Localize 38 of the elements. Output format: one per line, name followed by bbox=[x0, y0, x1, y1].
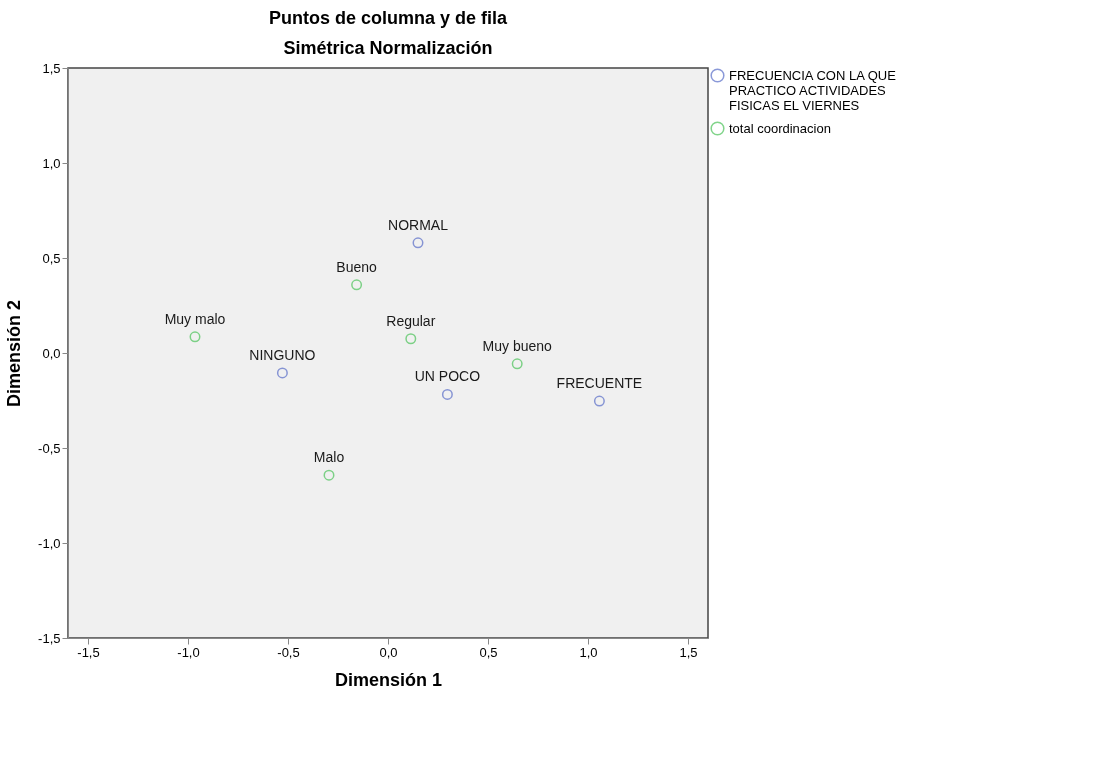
point bbox=[511, 358, 523, 370]
annotation: Muy bueno bbox=[482, 337, 553, 354]
annotation: NINGUNO bbox=[249, 346, 316, 363]
annotation: Muy malo bbox=[164, 310, 226, 327]
chart-subtitle: Simétrica Normalización bbox=[283, 38, 493, 58]
point bbox=[593, 395, 605, 407]
x-axis-title: Dimensión 1 bbox=[334, 669, 443, 690]
x-tick-label: 0,0 bbox=[379, 644, 398, 660]
annotation: UN POCO bbox=[414, 368, 481, 385]
chart-title: Puntos de columna y de fila bbox=[268, 8, 509, 28]
y-tick-label: -1,0 bbox=[38, 535, 61, 551]
y-tick-label: 1,5 bbox=[42, 60, 61, 76]
point bbox=[405, 333, 417, 345]
y-axis-title: Dimensión 2 bbox=[4, 299, 25, 408]
y-tick-label: 0,0 bbox=[42, 345, 61, 361]
x-tick-label: -0,5 bbox=[277, 644, 300, 660]
x-tick-label: -1,0 bbox=[177, 644, 200, 660]
annotation: FRECUENTE bbox=[556, 375, 643, 392]
point bbox=[189, 331, 201, 343]
annotation: NORMAL bbox=[388, 216, 449, 233]
point bbox=[323, 469, 335, 481]
annotation: Bueno bbox=[336, 258, 378, 275]
legend-label: FRECUENCIA CON LA QUE PRACTICO ACTIVIDADES FISICAS EL VIERNES bbox=[729, 67, 897, 113]
point bbox=[412, 237, 424, 249]
annotation: Malo bbox=[313, 449, 345, 466]
point bbox=[276, 367, 288, 379]
point bbox=[351, 279, 363, 291]
x-tick-label: 1,5 bbox=[679, 644, 698, 660]
y-tick-label: -0,5 bbox=[38, 440, 61, 456]
y-tick-label: 0,5 bbox=[42, 250, 61, 266]
x-tick-label: -1,5 bbox=[77, 644, 100, 660]
x-tick-label: 0,5 bbox=[479, 644, 498, 660]
annotation: Regular bbox=[386, 312, 436, 329]
x-tick-label: 1,0 bbox=[579, 644, 598, 660]
y-tick-label: 1,0 bbox=[42, 155, 61, 171]
y-tick-label: -1,5 bbox=[38, 630, 61, 646]
legend-label: total coordinacion bbox=[729, 120, 831, 136]
point bbox=[441, 388, 453, 400]
